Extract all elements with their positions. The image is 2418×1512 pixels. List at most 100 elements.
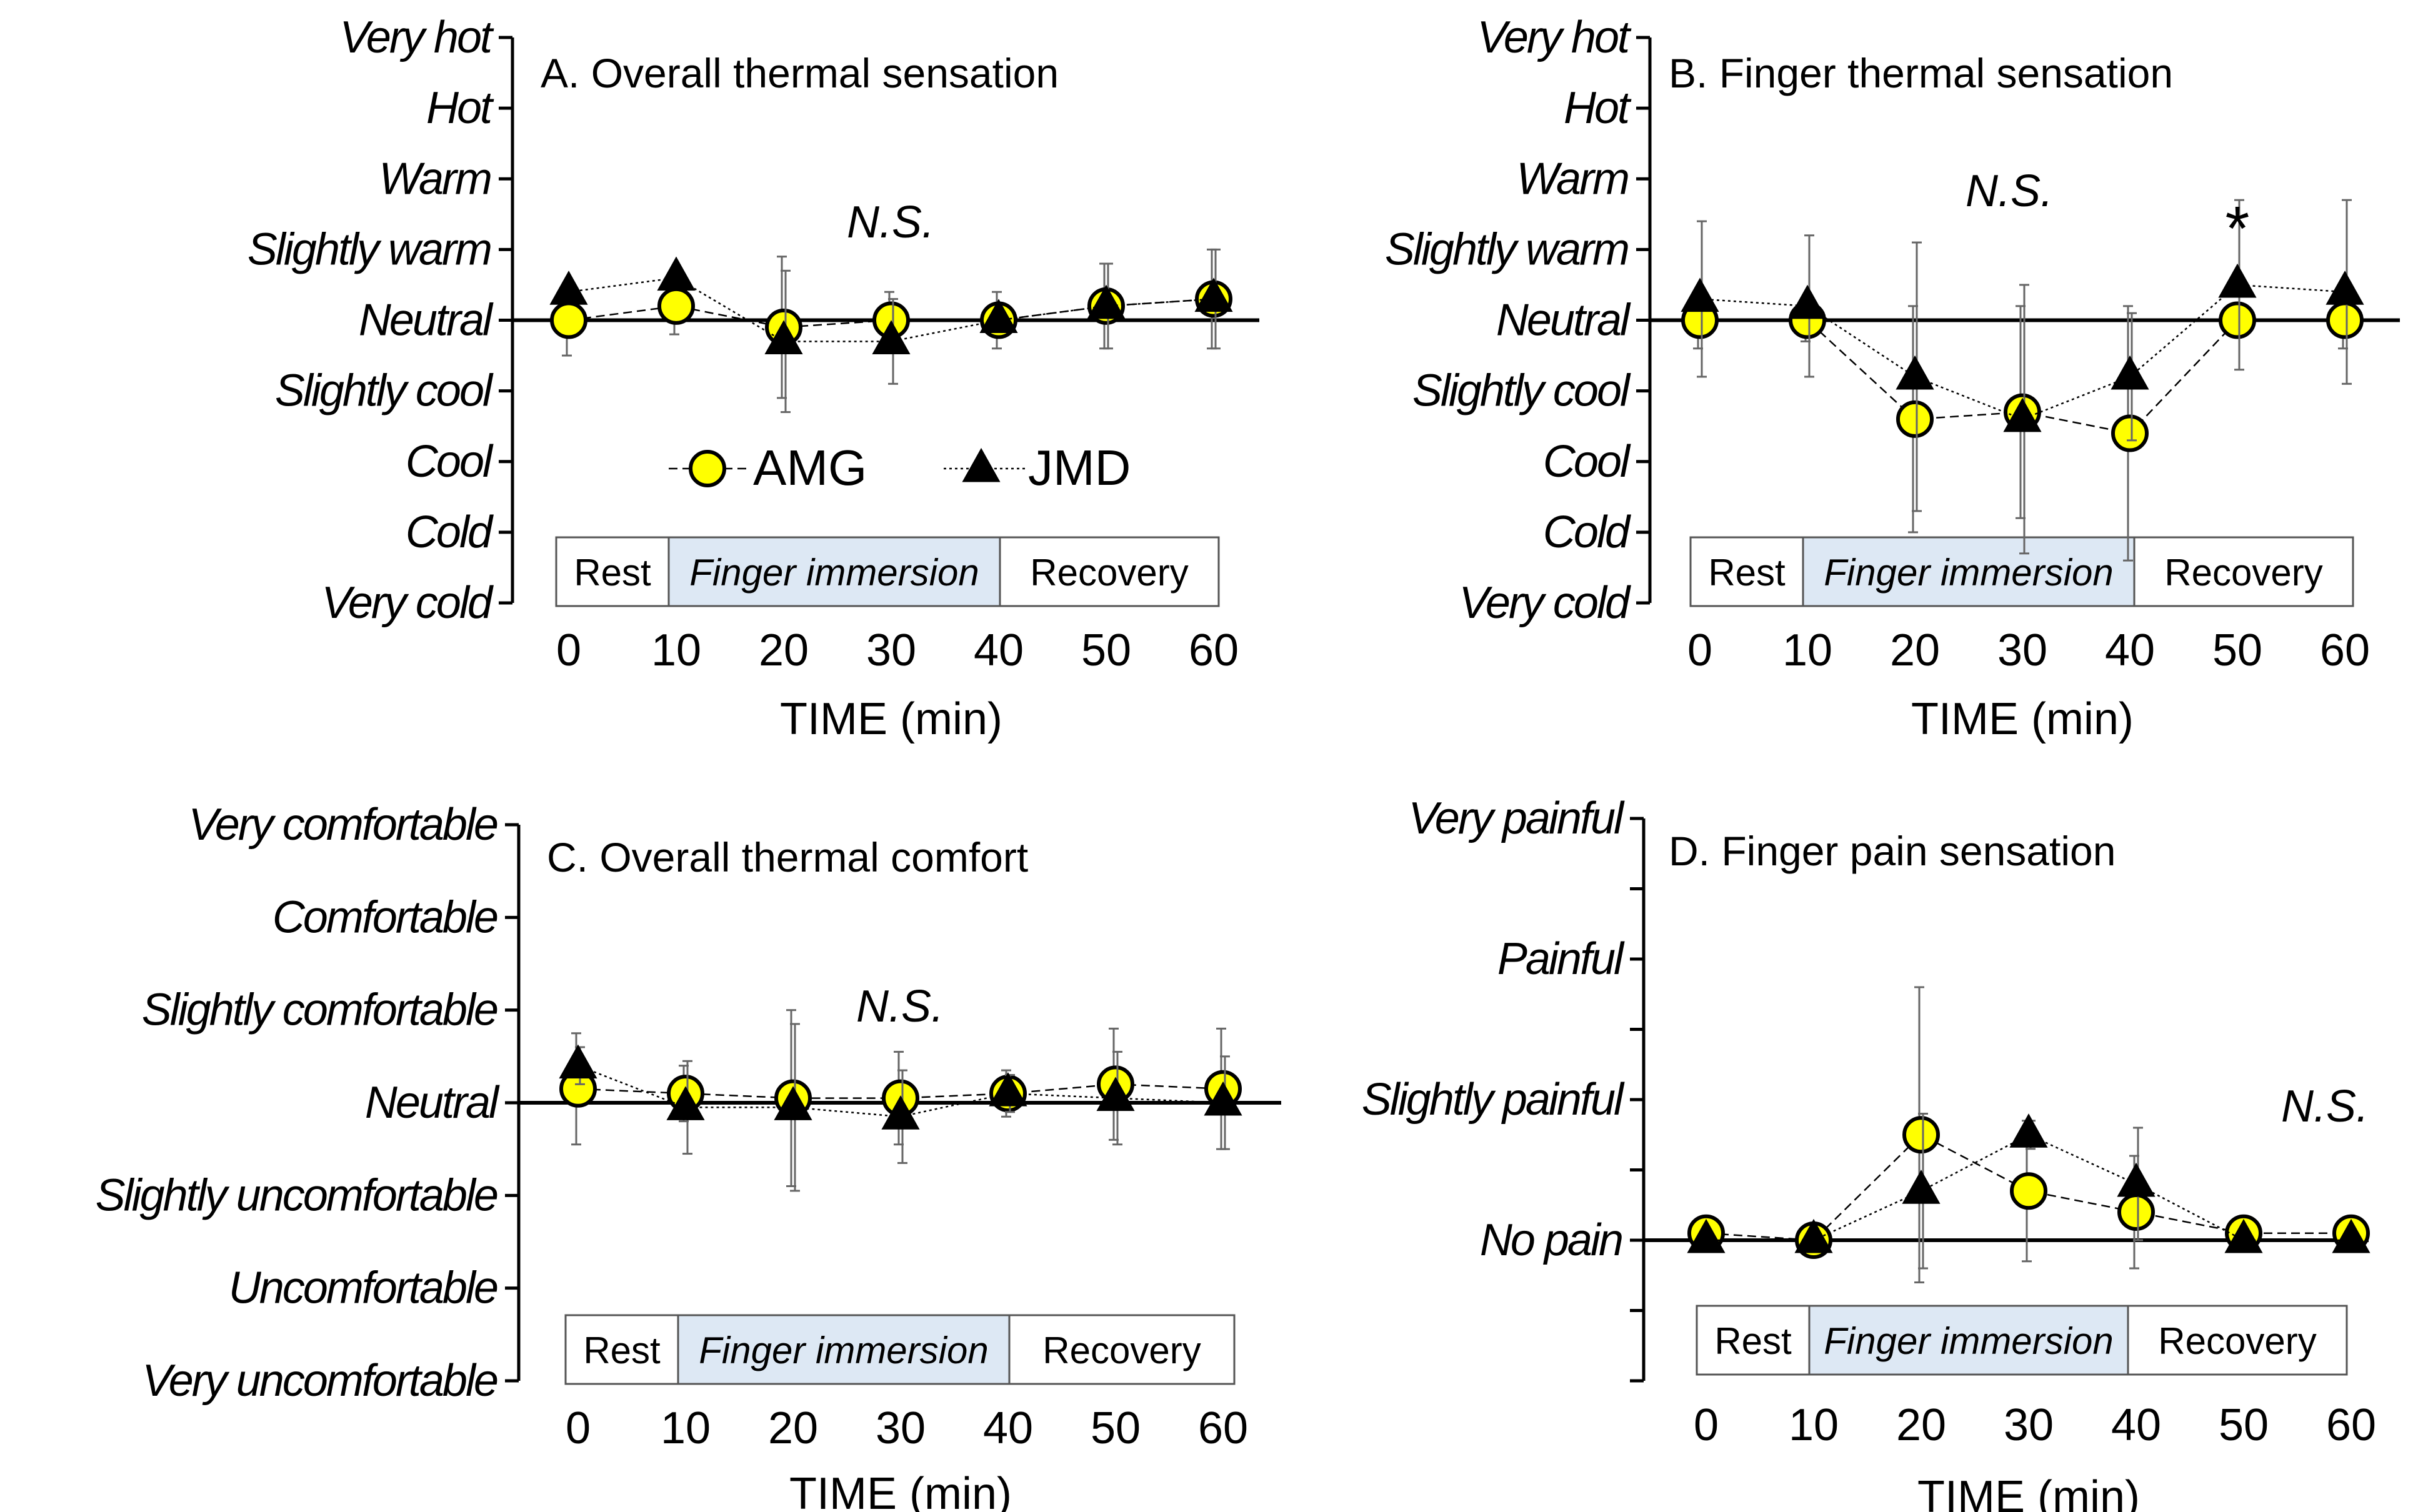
ns-annotation: N.S. [847,197,934,247]
y-tick-label-slightly-painful: Slightly painful [1362,1075,1625,1125]
data-point-amg-0 [550,301,587,339]
legend-marker-jmd [962,447,1001,482]
y-tick-label-very-cold: Very cold [322,578,494,628]
x-tick-label-0: 0 [566,1403,591,1453]
data-point-jmd-0 [1681,277,1719,312]
phase-label-rest: Rest [574,552,651,594]
data-point-jmd-40 [979,299,1018,333]
phase-label-finger-immersion: Finger immersion [689,552,979,594]
data-point-jmd-10 [666,1086,705,1120]
x-tick-label-30: 30 [1997,625,2047,675]
data-point-jmd-30 [2009,1113,2048,1148]
phase-box-recovery [999,536,1220,607]
y-tick-label-slightly-comfortable: Slightly comfortable [142,985,497,1035]
y-tick-label-slightly-warm: Slightly warm [247,224,491,274]
data-point-jmd-60 [1194,277,1233,312]
phase-label-recovery: Recovery [1042,1330,1201,1371]
x-tick-label-30: 30 [866,625,916,675]
data-point-jmd-10 [657,256,696,291]
phase-label-finger-immersion: Finger immersion [699,1330,988,1371]
panel-title: D. Finger pain sensation [1669,828,2116,874]
data-point-amg-40 [2111,414,2149,452]
data-point-jmd-20 [764,320,803,354]
y-tick-label-neutral: Neutral [365,1078,500,1128]
x-tick-label-60: 60 [1189,625,1239,675]
x-tick-label-50: 50 [1091,1403,1141,1453]
y-tick-label-very-painful: Very painful [1408,793,1625,843]
x-tick-label-40: 40 [974,625,1024,675]
data-point-jmd-60 [1204,1081,1242,1116]
phase-label-finger-immersion: Finger immersion [1824,1320,2113,1362]
data-point-jmd-20 [774,1086,812,1120]
x-tick-label-30: 30 [2004,1400,2054,1450]
legend-label-jmd: JMD [1028,440,1131,495]
x-tick-label-50: 50 [1081,625,1131,675]
y-tick-label-no-pain: No pain [1480,1215,1622,1265]
x-tick-label-40: 40 [983,1403,1033,1453]
data-point-jmd-30 [2003,397,2042,432]
x-tick-label-60: 60 [2320,625,2370,675]
x-tick-label-30: 30 [876,1403,926,1453]
y-tick-label-slightly-cool: Slightly cool [1412,366,1631,416]
ns-annotation: N.S. [1966,166,2053,216]
data-point-amg-20 [1896,400,1934,438]
data-point-jmd-50 [1087,284,1126,319]
legend-label-amg: AMG [753,440,867,495]
phase-box-rest [555,536,670,607]
y-tick-label-slightly-warm: Slightly warm [1385,224,1628,274]
x-axis-label: TIME (min) [1917,1472,2140,1512]
x-tick-label-0: 0 [1687,625,1712,675]
series-jmd [559,1023,1242,1192]
data-point-jmd-30 [881,1095,920,1130]
data-point-jmd-30 [872,320,911,354]
phase-label-rest: Rest [1714,1320,1792,1362]
phase-label-finger-immersion: Finger immersion [1824,552,2113,594]
ns-annotation: N.S. [2281,1082,2369,1132]
phase-box-recovery [2133,536,2354,607]
x-tick-label-0: 0 [1694,1400,1719,1450]
x-tick-label-60: 60 [2326,1400,2376,1450]
y-tick-label-very-cold: Very cold [1459,578,1631,628]
x-tick-label-10: 10 [1789,1400,1839,1450]
x-tick-label-40: 40 [2105,625,2155,675]
y-tick-label-cool: Cool [406,437,494,487]
x-tick-label-20: 20 [759,625,809,675]
data-point-jmd-60 [2326,271,2364,305]
data-point-amg-50 [2219,301,2256,339]
y-tick-label-very-hot: Very hot [1477,12,1632,62]
panel-finger-pain-sensation: Very painful Painful Slightly painful No pa… [1362,793,2376,1512]
y-tick-label-painful: Painful [1497,934,1625,984]
x-tick-label-20: 20 [768,1403,818,1453]
x-axis-label: TIME (min) [789,1469,1012,1512]
phase-box-finger-immersion [677,1314,1011,1385]
data-point-amg-60 [2326,301,2364,339]
panel-title: A. Overall thermal sensation [541,50,1059,96]
y-tick-label-very-comfortable: Very comfortable [188,800,497,850]
data-point-amg-20 [1902,1116,1940,1154]
phase-box-recovery [2127,1305,2348,1376]
phase-label-recovery: Recovery [2164,552,2322,594]
data-point-amg-10 [657,287,695,325]
data-point-jmd-20 [1896,355,1934,390]
phase-box-finger-immersion [1802,536,2136,607]
data-point-amg-30 [2010,1172,2047,1210]
phase-label-rest: Rest [583,1330,661,1371]
y-tick-label-slightly-uncomfortable: Slightly uncomfortable [96,1170,497,1220]
panel-overall-thermal-comfort: Very comfortable Comfortable Slightly comf… [96,800,1281,1512]
data-point-jmd-40 [989,1072,1027,1107]
y-tick-label-comfortable: Comfortable [272,892,497,942]
x-tick-label-10: 10 [1782,625,1832,675]
x-tick-label-10: 10 [661,1403,711,1453]
data-point-jmd-50 [2218,263,2257,298]
phase-box-rest [1696,1305,1811,1376]
y-tick-label-warm: Warm [379,154,491,204]
x-tick-label-0: 0 [556,625,581,675]
phase-label-rest: Rest [1708,552,1786,594]
x-tick-label-20: 20 [1896,1400,1946,1450]
y-tick-label-cool: Cool [1543,437,1631,487]
x-tick-label-50: 50 [2219,1400,2269,1450]
significance-star: * [2226,194,2250,264]
y-tick-label-hot: Hot [1564,83,1632,133]
data-point-jmd-60 [2332,1218,2371,1253]
